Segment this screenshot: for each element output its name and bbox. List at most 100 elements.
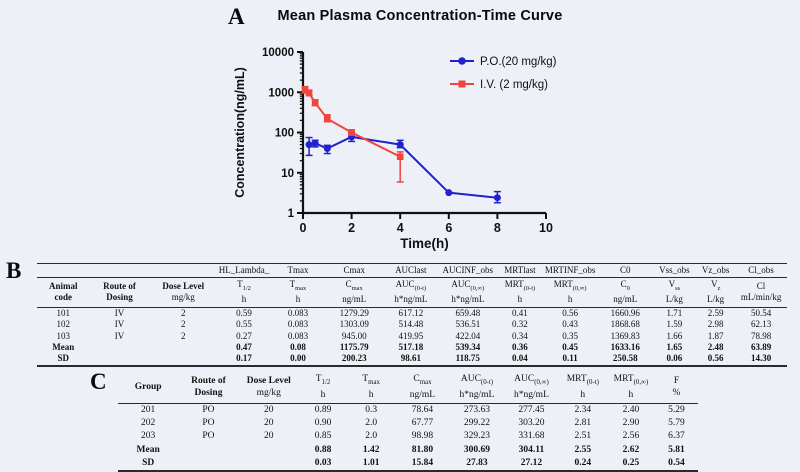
export-name-cell: Vss_obs: [652, 263, 697, 278]
svg-text:8: 8: [494, 221, 501, 235]
table-cell: 2.81: [574, 418, 592, 429]
table-cell: 419.95: [398, 330, 424, 341]
table-cell: 1.65: [666, 342, 683, 353]
table-cell: 2.98: [707, 319, 724, 330]
data-point-circle: [323, 145, 331, 153]
table-cell: 103: [56, 330, 70, 341]
table-cell: [238, 457, 299, 472]
table-cell: 1175.79: [339, 342, 369, 353]
table-cell: 27.83: [449, 457, 505, 472]
table-cell: 0.89: [314, 404, 332, 415]
table-cell: [178, 444, 238, 457]
table-cell: 118.75: [438, 353, 498, 367]
table-cell: 78.98: [750, 330, 772, 341]
table-cell: 2.51: [574, 431, 592, 442]
table-cell: 2.34: [574, 404, 592, 415]
table-cell: 20: [264, 431, 274, 442]
table-cell: 0.11: [542, 353, 598, 367]
table-cell: 273.63: [463, 404, 491, 415]
concentration-time-chart: 1 10 100 1000 10000 0 2 4 6 8 10 Time(h) Concentrati…: [233, 47, 557, 251]
pk-table-po-wrap: Group Route of Dosing Dose Level mg/kg T1/2 h T…: [118, 372, 698, 472]
axes: [301, 52, 546, 215]
svg-text:10: 10: [539, 221, 553, 235]
table-cell: PO: [202, 418, 215, 429]
table-cell: 62.13: [750, 319, 772, 330]
data-point-circle: [396, 141, 404, 149]
table-cell: 0.3: [365, 404, 378, 415]
data-point-square: [305, 89, 313, 97]
export-name-cell: [149, 263, 217, 278]
table-cell: 517.18: [398, 342, 424, 353]
export-name-cell: AUCINF_obs: [438, 263, 498, 278]
table-cell: 250.58: [597, 353, 653, 367]
column-header: Vz L/kg: [696, 277, 736, 308]
chart-title: Mean Plasma Concentration-Time Curve: [277, 8, 563, 24]
table-cell: [89, 353, 150, 367]
table-cell: 1369.83: [610, 330, 640, 341]
table-cell: Mean: [136, 444, 160, 455]
table-cell: 2.59: [707, 307, 724, 318]
svg-text:6: 6: [445, 221, 452, 235]
table-cell: 81.80: [411, 444, 434, 455]
table-cell: 539.34: [455, 342, 481, 353]
table-cell: 101: [56, 307, 70, 318]
table-cell: 2: [180, 330, 186, 341]
table-cell: 0.083: [287, 330, 309, 341]
table-cell: [178, 457, 239, 472]
table-cell: 0.88: [314, 444, 332, 455]
table-cell: 78.64: [411, 404, 434, 415]
column-header: AUC(0,∞) h*ng/mL: [438, 277, 498, 308]
table-cell: 0.55: [236, 319, 252, 330]
column-header: Tmax h: [270, 277, 325, 308]
svg-text:100: 100: [275, 128, 294, 140]
table-cell: 27.12: [504, 457, 559, 472]
table-cell: Mean: [52, 342, 75, 353]
data-point-square: [396, 153, 404, 161]
table-cell: 0.35: [562, 330, 579, 341]
data-point-circle: [493, 194, 501, 202]
table-cell: 1.87: [707, 330, 724, 341]
table-cell: SD: [118, 457, 179, 472]
table-cell: 15.84: [395, 457, 450, 472]
export-name-row: HL_Lambda_ Tmax Cmax AUClast AUCINF_obs MRTla…: [37, 263, 787, 278]
column-header: F%: [654, 372, 698, 404]
column-header: T1/2 h: [216, 277, 271, 308]
table-cell: 422.04: [455, 330, 481, 341]
column-header: Cmax ng/mL: [324, 277, 384, 308]
table-cell: 0.04: [497, 353, 543, 367]
table-cell: 300.69: [463, 444, 491, 455]
table-cell: 1633.16: [610, 342, 640, 353]
data-point-square: [311, 99, 319, 107]
table-cell: 0.08: [290, 342, 306, 353]
table-row: 202 PO 20 0.90 2.0 67.77 299.22 303.20 2.81 2.90 5…: [118, 417, 698, 430]
export-name-cell: Cl_obs: [735, 263, 787, 278]
y-axis-title: Concentration(ng/mL): [233, 67, 247, 198]
data-point-square: [324, 115, 331, 123]
table-cell: 2.0: [365, 418, 378, 429]
axis-ticks: [297, 51, 547, 219]
table-cell: 0.27: [236, 330, 252, 341]
table-cell: 5.29: [668, 404, 685, 415]
axis-tick-labels: 1 10 100 1000 10000 0 2 4 6 8 10: [262, 47, 553, 235]
table-cell: PO: [202, 431, 215, 442]
table-cell: 617.12: [398, 307, 424, 318]
data-point-circle: [311, 139, 319, 147]
column-header: Dose Level mg/kg: [238, 372, 299, 404]
export-name-cell: [89, 263, 150, 278]
table-cell: 0.00: [270, 353, 325, 367]
table-cell: SD: [37, 353, 90, 367]
table-row: SD 0.17 0.00 200.23 98.61 118.75 0.04 0.11 250.5…: [37, 353, 787, 367]
table-cell: 0.24: [558, 457, 607, 472]
column-header: Cl mL/min/kg: [735, 277, 787, 308]
table-cell: 659.48: [455, 307, 481, 318]
table-cell: 14.30: [735, 353, 787, 367]
table-cell: 536.51: [455, 319, 481, 330]
table-cell: 1.42: [362, 444, 380, 455]
table-cell: [89, 342, 149, 353]
table-cell: 2.55: [574, 444, 592, 455]
panel-a-label: A: [228, 4, 245, 29]
column-header: Vss L/kg: [652, 277, 697, 308]
table-cell: 1660.96: [610, 307, 640, 318]
column-header: AUC(0-t) h*ng/mL: [449, 372, 505, 404]
